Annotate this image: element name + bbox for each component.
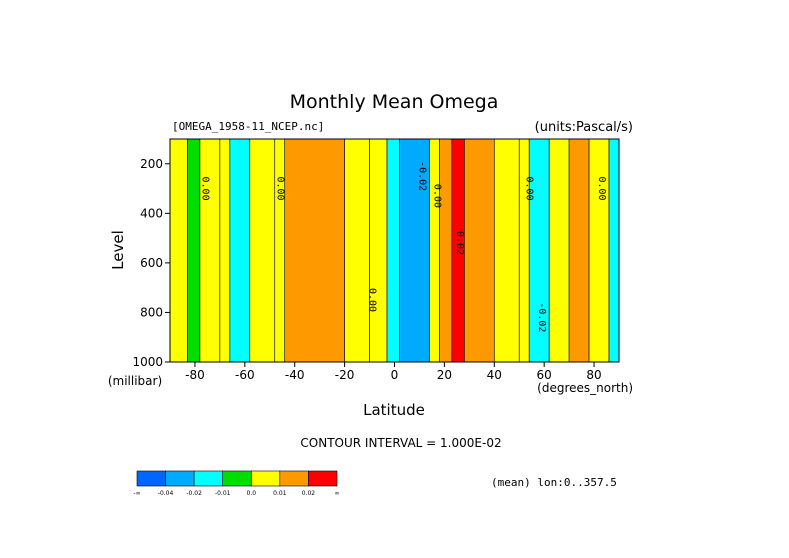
x-tick-label: 60: [537, 368, 552, 382]
y-unit-label: (millibar): [108, 374, 162, 388]
contour-band: [493, 138, 520, 363]
contour-interval-text: CONTOUR INTERVAL = 1.000E-02: [300, 436, 501, 450]
x-tick-label: -40: [285, 368, 305, 382]
colorbar-swatch: [136, 470, 166, 487]
contour-band: [344, 138, 370, 363]
contour-band: [187, 138, 201, 363]
mean-text: (mean) lon:0..357.5: [491, 476, 617, 489]
colorbar-label: -∞: [133, 490, 140, 497]
contour-label: 0.00: [367, 288, 378, 312]
colorbar-swatch: [279, 470, 309, 487]
y-axis-label: Level: [109, 230, 127, 270]
colorbar-swatch: [165, 470, 195, 487]
contour-label: 0.00: [431, 184, 442, 208]
plot-area: 0.00 0.00 0.00 -0.02 0.00 0.02 0.00 -0.02 0.00: [169, 138, 620, 363]
contour-band: [219, 138, 231, 363]
contour-band: [284, 138, 345, 363]
contour-band: [548, 138, 570, 363]
y-tick-label: 200: [140, 157, 163, 171]
y-tick-label: 800: [140, 305, 163, 319]
colorbar-label: -0.02: [186, 490, 202, 497]
contour-band: [568, 138, 590, 363]
contour-band: [169, 138, 188, 363]
y-tick-label: 1000: [132, 355, 163, 369]
contour-band: [439, 138, 453, 363]
colorbar-swatch: [308, 470, 338, 487]
colorbar-swatch: [250, 470, 281, 487]
colorbar: -∞ -0.04 -0.02 -0.01 0.0 0.01 0.02 ∞: [133, 470, 340, 497]
contour-band: [369, 138, 388, 363]
x-tick-label: 0: [391, 368, 399, 382]
y-tick-label: 400: [140, 206, 163, 220]
colorbar-label: 0.0: [247, 490, 257, 497]
contour-band: [464, 138, 495, 363]
file-label: [OMEGA_1958-11_NCEP.nc]: [172, 120, 324, 133]
colorbar-swatch: [193, 470, 224, 487]
x-tick-label: -60: [235, 368, 255, 382]
contour-label: -0.02: [416, 161, 427, 191]
contour-label: 0.00: [274, 177, 285, 201]
contour-band: [274, 138, 286, 363]
contour-band: [399, 138, 430, 363]
contour-band: [229, 138, 251, 363]
contour-label: 0.00: [524, 177, 535, 201]
colorbar-label: ∞: [335, 490, 340, 497]
contour-band: [249, 138, 276, 363]
contour-band: [429, 138, 440, 363]
y-tick-label: 600: [140, 256, 163, 270]
contour-band: [518, 138, 530, 363]
contour-labels: 0.00 0.00 0.00 -0.02 0.00 0.02 0.00 -0.02 0.00: [199, 161, 607, 332]
x-unit-label: (degrees_north): [537, 381, 633, 395]
x-axis-label: Latitude: [363, 401, 425, 419]
x-tick-label: -80: [185, 368, 205, 382]
colorbar-label: 0.01: [273, 490, 287, 497]
contour-label: -0.02: [536, 302, 547, 332]
y-axis-ticks: 200 400 600 800 1000: [132, 157, 170, 369]
contour-band: [386, 138, 400, 363]
x-tick-label: -20: [335, 368, 355, 382]
colorbar-swatch: [222, 470, 252, 487]
colorbar-label: -0.01: [215, 490, 231, 497]
units-label: (units:Pascal/s): [535, 120, 633, 135]
contour-band: [608, 138, 620, 363]
x-axis-ticks: -80 -60 -40 -20 0 20 40 60 80: [185, 362, 602, 382]
contour-label: 0.00: [596, 177, 607, 201]
contour-band: [588, 138, 610, 363]
contour-bands: [169, 138, 620, 363]
colorbar-label: 0.02: [302, 490, 316, 497]
x-tick-label: 80: [586, 368, 601, 382]
contour-label: 0.00: [199, 177, 210, 201]
colorbar-label: -0.04: [158, 490, 174, 497]
contour-band: [199, 138, 221, 363]
x-tick-label: 20: [437, 368, 452, 382]
chart-title: Monthly Mean Omega: [290, 91, 499, 113]
x-tick-label: 40: [487, 368, 502, 382]
contour-label: 0.02: [454, 231, 465, 255]
